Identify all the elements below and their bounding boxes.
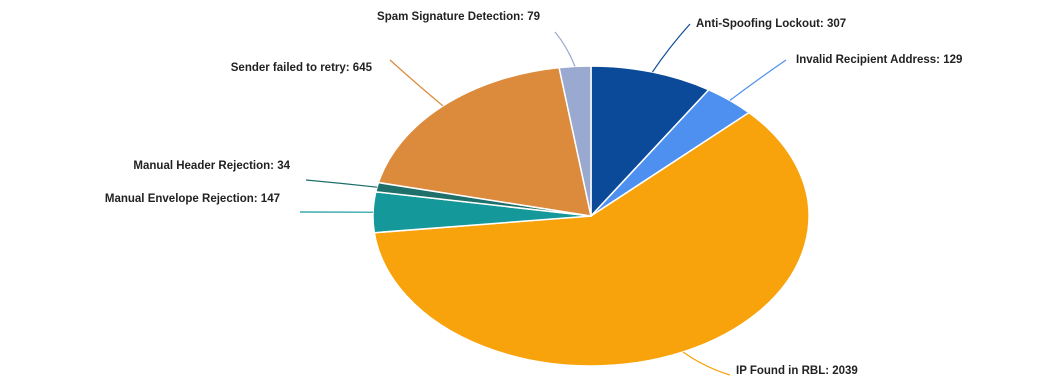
label-spam-signature-detection: Spam Signature Detection: 79 bbox=[377, 11, 540, 23]
pie-slices bbox=[373, 66, 809, 366]
leader-line-sender-failed-to-retry bbox=[390, 60, 443, 106]
leader-line-ip-found-in-rbl bbox=[683, 352, 730, 375]
leader-line-spam-signature-detection bbox=[555, 32, 575, 66]
label-sender-failed-to-retry: Sender failed to retry: 645 bbox=[231, 62, 373, 74]
label-invalid-recipient-address: Invalid Recipient Address: 129 bbox=[796, 54, 962, 66]
label-manual-header-rejection: Manual Header Rejection: 34 bbox=[133, 160, 290, 172]
label-manual-envelope-rejection: Manual Envelope Rejection: 147 bbox=[105, 193, 280, 205]
leader-line-invalid-recipient-address bbox=[730, 60, 786, 100]
label-anti-spoofing-lockout: Anti-Spoofing Lockout: 307 bbox=[696, 18, 846, 30]
leader-line-manual-header-rejection bbox=[306, 180, 377, 187]
label-ip-found-in-rbl: IP Found in RBL: 2039 bbox=[736, 365, 858, 377]
leader-line-anti-spoofing-lockout bbox=[652, 24, 690, 72]
